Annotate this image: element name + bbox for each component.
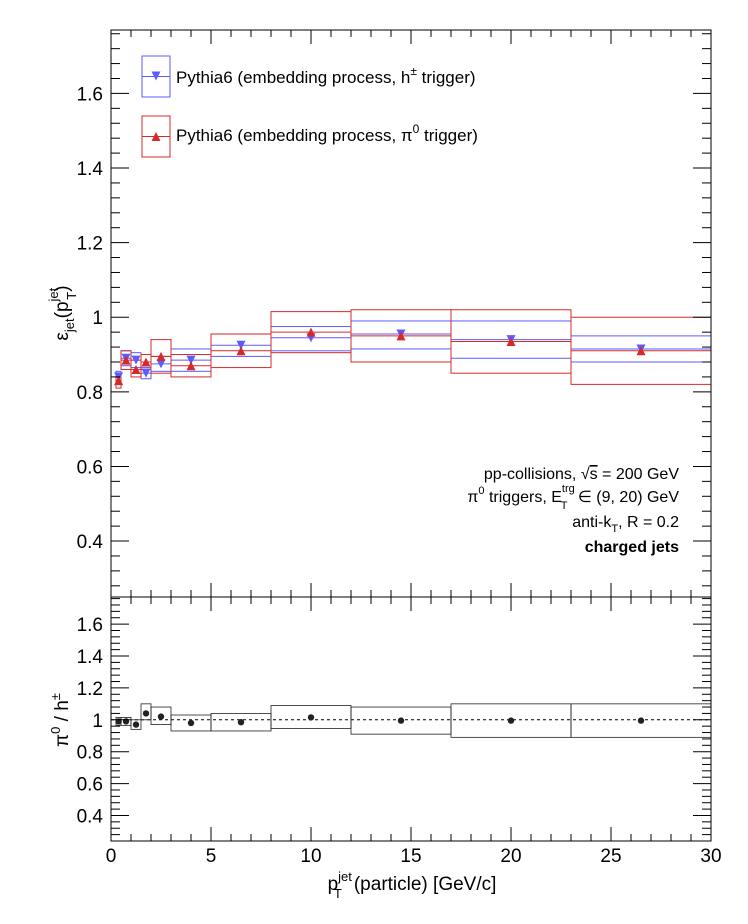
top-y-tick-labels: 0.4 0.6 0.8 1 1.2 1.4 1.6 xyxy=(77,84,104,553)
ratio-marker-p8 xyxy=(397,717,405,724)
bot-ytick-label-0: 0.4 xyxy=(77,806,104,827)
xtick-label-1: 5 xyxy=(206,846,217,867)
ratio-marker-p7 xyxy=(307,714,315,721)
top-ytick-label-6: 1.6 xyxy=(77,84,103,105)
ratio-marker-p9 xyxy=(507,717,515,724)
annotation-algorithm: anti-kT, R = 0.2 xyxy=(572,514,679,535)
ratio-marker-p0 xyxy=(115,718,122,725)
marker-s1-p3 xyxy=(141,357,151,367)
marker-s1-p7 xyxy=(306,327,316,337)
legend-label-pi0: Pythia6 (embedding process, π0 trigger) xyxy=(176,122,478,145)
x-axis-label: pjet T (particle) [GeV/c] xyxy=(328,869,497,901)
top-ytick-label-0: 0.4 xyxy=(77,532,104,553)
marker-s1-p9 xyxy=(506,336,516,346)
legend-entry-pi0-trigger: Pythia6 (embedding process, π0 trigger) xyxy=(141,115,478,158)
triangle-down-icon xyxy=(151,71,161,81)
annotation-triggers: π0 triggers, Etrg T ∈ (9, 20) GeV xyxy=(467,483,679,512)
ratio-marker-p3 xyxy=(142,710,150,717)
bot-ytick-label-2: 0.8 xyxy=(77,743,103,764)
ratio-panel: 0.4 0.6 0.8 1 1.2 1.4 1.6 0 5 10 15 20 25 30 π0 / h±… xyxy=(48,596,722,901)
annotation-jet-type: charged jets xyxy=(585,539,679,556)
ratio-marker-p5 xyxy=(187,719,195,727)
marker-s1-p6 xyxy=(236,346,246,356)
top-ytick-label-1: 0.6 xyxy=(77,457,103,478)
ratio-y-axis-label: π0 / h± xyxy=(48,693,73,747)
top-y-axis-label: εjet(pjet T) xyxy=(46,285,79,340)
marker-s0-p5 xyxy=(186,355,196,365)
marker-s1-p8 xyxy=(396,331,406,341)
xtick-label-6: 30 xyxy=(700,846,721,867)
marker-s1-p10 xyxy=(636,346,646,356)
xtick-label-3: 15 xyxy=(400,846,421,867)
ratio-marker-p4 xyxy=(157,713,165,720)
bot-ytick-label-1: 0.6 xyxy=(77,775,103,796)
xtick-label-2: 10 xyxy=(300,846,321,867)
ratio-box-p2 xyxy=(130,719,142,730)
top-ytick-label-2: 0.8 xyxy=(77,383,103,404)
marker-s1-p4 xyxy=(156,351,166,361)
marker-s1-p0 xyxy=(114,376,124,386)
bottom-axis-ticks xyxy=(110,597,712,842)
marker-s0-p4 xyxy=(156,359,166,369)
ratio-marker-p2 xyxy=(132,721,140,728)
ratio-marker-p6 xyxy=(237,718,245,726)
marker-s0-p6 xyxy=(236,340,246,350)
xtick-label-0: 0 xyxy=(106,846,117,867)
legend-entry-h-trigger: Pythia6 (embedding process, h± trigger) xyxy=(141,55,476,98)
marker-s1-p5 xyxy=(186,361,196,371)
annotation-block: pp-collisions, √s = 200 GeV π0 triggers,… xyxy=(467,466,679,556)
triangle-up-icon xyxy=(151,132,161,141)
ratio-marker-p10 xyxy=(637,717,645,724)
bottom-y-tick-labels: 0.4 0.6 0.8 1 1.2 1.4 1.6 xyxy=(77,615,104,827)
marker-s0-p2 xyxy=(131,355,141,365)
bot-ytick-label-3: 1 xyxy=(92,711,103,732)
x-tick-labels: 0 5 10 15 20 25 30 xyxy=(106,846,722,867)
annotation-collisions: pp-collisions, √s = 200 GeV xyxy=(484,466,679,483)
top-ytick-label-4: 1.2 xyxy=(77,234,103,255)
marker-s0-p3 xyxy=(141,368,151,378)
bot-ytick-label-6: 1.6 xyxy=(77,615,103,636)
top-data-markers xyxy=(114,327,646,386)
marker-s1-p2 xyxy=(131,364,141,374)
top-ytick-label-5: 1.4 xyxy=(77,159,104,180)
top-axis-ticks xyxy=(110,30,712,597)
legend-label-h: Pythia6 (embedding process, h± trigger) xyxy=(176,64,476,87)
bot-ytick-label-5: 1.4 xyxy=(77,647,104,668)
bot-ytick-label-4: 1.2 xyxy=(77,679,103,700)
legend: Pythia6 (embedding process, h± trigger) … xyxy=(141,55,478,158)
xtick-label-5: 25 xyxy=(600,846,621,867)
ratio-marker-p1 xyxy=(122,718,130,725)
top-ytick-label-3: 1 xyxy=(92,308,103,329)
xtick-label-4: 20 xyxy=(500,846,521,867)
efficiency-panel: 0.4 0.6 0.8 1 1.2 1.4 1.6 εjet(pjet T) Pythia6 … xyxy=(46,29,712,598)
marker-s1-p1 xyxy=(121,355,131,365)
